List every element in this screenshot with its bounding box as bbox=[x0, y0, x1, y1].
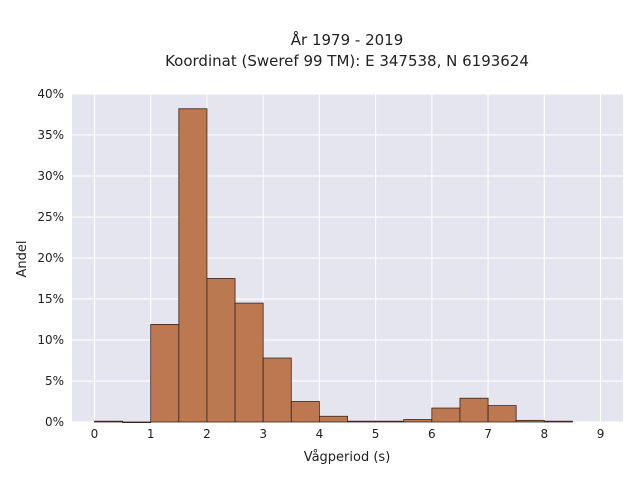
y-axis-label: Andel bbox=[15, 241, 30, 278]
x-tick-label: 1 bbox=[147, 427, 155, 441]
histogram-bar bbox=[122, 421, 152, 424]
x-tick-label: 4 bbox=[316, 427, 324, 441]
bars bbox=[94, 108, 573, 424]
x-tick-label: 9 bbox=[597, 427, 605, 441]
x-tick-label: 7 bbox=[484, 427, 492, 441]
histogram-bar bbox=[262, 357, 292, 423]
histogram-bar bbox=[515, 419, 545, 423]
histogram-bar bbox=[318, 415, 348, 423]
histogram-bar bbox=[347, 420, 377, 423]
y-axis-ticks: 0% 5% 10% 15% 20% 25% 30% 35% 40% bbox=[37, 87, 64, 429]
histogram-bar bbox=[290, 401, 320, 423]
x-axis-ticks: 0 1 2 3 4 5 6 7 8 9 bbox=[91, 427, 605, 441]
chart-subtitle: Koordinat (Sweref 99 TM): E 347538, N 61… bbox=[165, 52, 529, 70]
y-tick-label: 40% bbox=[37, 87, 64, 101]
y-tick-label: 25% bbox=[37, 210, 64, 224]
histogram-bar bbox=[206, 278, 236, 423]
histogram-bar bbox=[403, 419, 433, 423]
y-tick-label: 5% bbox=[45, 374, 64, 388]
histogram-bar bbox=[459, 397, 489, 423]
histogram-bar bbox=[178, 108, 208, 423]
histogram-bar bbox=[543, 420, 573, 423]
x-tick-label: 6 bbox=[428, 427, 436, 441]
y-tick-label: 35% bbox=[37, 128, 64, 142]
x-tick-label: 5 bbox=[372, 427, 380, 441]
chart-title: År 1979 - 2019 bbox=[291, 30, 404, 49]
histogram-bar bbox=[487, 405, 517, 423]
x-tick-label: 8 bbox=[540, 427, 548, 441]
y-tick-label: 10% bbox=[37, 333, 64, 347]
y-tick-label: 0% bbox=[45, 415, 64, 429]
y-tick-label: 30% bbox=[37, 169, 64, 183]
histogram-bar bbox=[234, 302, 264, 423]
x-tick-label: 3 bbox=[259, 427, 267, 441]
histogram-bar bbox=[431, 407, 461, 423]
x-axis-label: Vågperiod (s) bbox=[304, 450, 391, 465]
histogram-bar bbox=[150, 324, 180, 423]
x-tick-label: 0 bbox=[91, 427, 99, 441]
histogram-bar bbox=[94, 420, 124, 423]
x-tick-label: 2 bbox=[203, 427, 211, 441]
y-tick-label: 15% bbox=[37, 292, 64, 306]
y-tick-label: 20% bbox=[37, 251, 64, 265]
histogram-bar bbox=[375, 420, 405, 423]
